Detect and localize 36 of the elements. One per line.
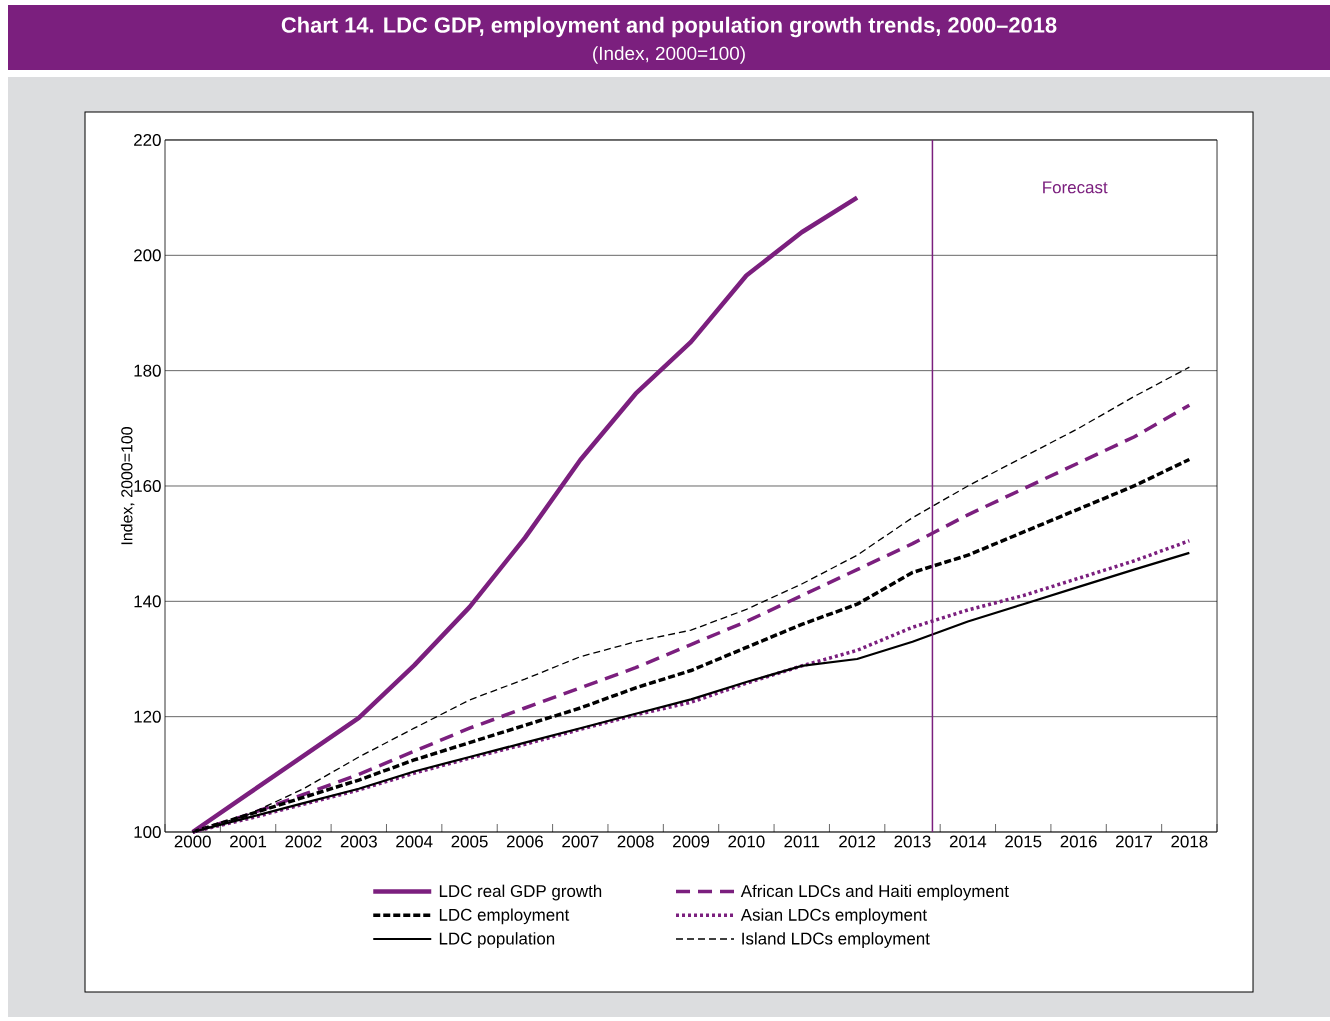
x-tick-label: 2013 (894, 835, 931, 848)
legend-label: LDC population (439, 932, 555, 948)
x-tick-label: 2001 (230, 835, 267, 848)
chart-subtitle: (Index, 2000=100) (593, 46, 745, 64)
x-tick-label: 2014 (949, 835, 987, 848)
x-tick-label: 2010 (728, 835, 765, 848)
y-tick-label: 160 (134, 479, 161, 492)
y-tick-label: 120 (134, 710, 161, 723)
x-tick-label: 2000 (174, 835, 211, 848)
x-tick-label: 2011 (784, 835, 820, 848)
x-tick-label: 2015 (1005, 835, 1042, 848)
y-tick-label: 200 (134, 249, 161, 262)
chart-title: Chart 14. LDC GDP, employment and population growth trends, 2000–2018 (281, 16, 1057, 38)
legend-label: African LDCs and Haiti employment (740, 884, 1009, 901)
y-tick-label: 100 (134, 826, 161, 838)
y-tick-label: 140 (134, 595, 161, 608)
x-tick-label: 2005 (451, 835, 488, 848)
ref-line-label: Forecast (1043, 181, 1108, 194)
y-tick-label: 220 (134, 133, 161, 146)
x-tick-label: 2004 (396, 835, 433, 848)
x-tick-label: 2008 (617, 835, 654, 848)
x-tick-label: 2002 (285, 835, 322, 848)
legend-label: Asian LDCs employment (740, 908, 927, 925)
x-tick-label: 2018 (1171, 835, 1208, 848)
y-axis-title: Index, 2000=100 (120, 427, 135, 545)
x-tick-label: 2009 (673, 835, 710, 848)
x-tick-label: 2006 (506, 835, 543, 848)
legend-label: Island LDCs employment (742, 932, 930, 948)
x-tick-label: 2007 (562, 835, 599, 848)
x-tick-label: 2017 (1115, 835, 1152, 848)
legend-label: LDC employment (439, 908, 570, 925)
x-tick-label: 2003 (340, 835, 377, 848)
y-tick-label: 180 (134, 364, 161, 377)
x-tick-label: 2016 (1060, 835, 1097, 848)
x-tick-label: 2012 (839, 835, 876, 848)
legend-label: LDC real GDP growth (439, 884, 602, 901)
